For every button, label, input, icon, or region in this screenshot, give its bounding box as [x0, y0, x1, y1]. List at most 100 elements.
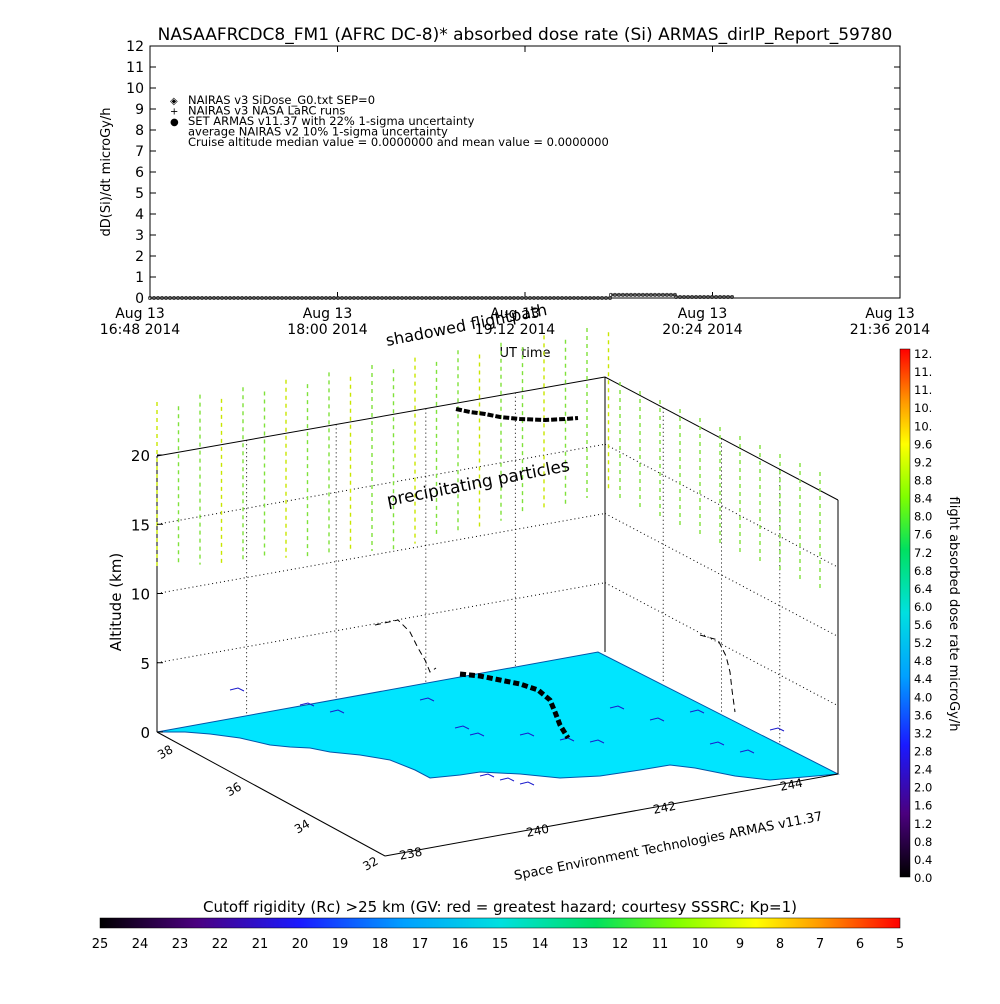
y-tick-label: 12	[126, 39, 144, 55]
data-point	[516, 296, 520, 300]
longitude-tick-label: 242	[652, 799, 677, 817]
y-tick-label: 3	[135, 228, 144, 244]
latitude-tick-label: 36	[224, 779, 244, 799]
longitude-tick-label: 238	[398, 845, 423, 863]
data-point	[686, 295, 690, 299]
dose-rate-tick-label: 7.2	[914, 546, 932, 560]
dose-rate-tick-label: 11.	[914, 383, 932, 397]
data-point	[272, 296, 276, 300]
longitude-tick-label: 240	[525, 822, 550, 840]
data-point	[408, 296, 412, 300]
data-point	[616, 292, 621, 297]
chart-title: NASAAFRCDC8_FM1 (AFRC DC-8)* absorbed do…	[158, 25, 893, 45]
dose-rate-tick-label: 3.2	[914, 726, 932, 740]
data-point	[212, 296, 216, 300]
data-point	[584, 296, 588, 300]
dose-rate-colorbar-ticks: 12. 11. 11. 10. 10. 9.6 9.2 8.8 8.4 8.0 7.6 7.2 6.8 6…	[914, 347, 932, 885]
x-tick-label-date: Aug 13	[115, 306, 165, 322]
data-point	[376, 296, 380, 300]
longitude-ticks: 238 240 242 244	[398, 776, 804, 863]
data-point	[280, 296, 284, 300]
cutoff-rigidity-label: Cutoff rigidity (Rc) >25 km (GV: red = g…	[203, 898, 797, 916]
data-point	[672, 292, 677, 297]
data-point	[476, 296, 480, 300]
contour-mark	[479, 773, 495, 778]
dose-rate-tick-label: 6.4	[914, 582, 932, 596]
data-point	[372, 296, 376, 300]
dose-rate-tick-label: 1.6	[914, 799, 932, 813]
grid-line	[156, 443, 606, 525]
latitude-tick-label: 32	[360, 854, 380, 874]
data-point	[400, 296, 404, 300]
data-point	[244, 296, 248, 300]
data-point	[336, 296, 340, 300]
data-point	[328, 296, 332, 300]
data-point	[348, 296, 352, 300]
legend-entry: NAIRAS v3 NASA LaRC runs	[188, 104, 345, 118]
data-point	[660, 292, 665, 297]
data-point	[208, 296, 212, 300]
data-point	[492, 296, 496, 300]
data-point	[520, 296, 524, 300]
data-point	[508, 296, 512, 300]
data-point	[710, 295, 714, 299]
data-point	[576, 296, 580, 300]
x-tick-label-time: 18:00 2014	[287, 322, 368, 338]
legend-entry: SET ARMAS v11.37 with 22% 1-sigma uncert…	[188, 114, 475, 128]
data-point	[682, 295, 686, 299]
data-point	[352, 296, 356, 300]
contour-mark	[519, 732, 535, 737]
data-point	[416, 296, 420, 300]
base-frame	[156, 376, 839, 857]
data-point	[690, 295, 694, 299]
y-tick-label: 7	[135, 144, 144, 160]
data-point	[424, 296, 428, 300]
dose-rate-tick-label: 0.0	[914, 871, 932, 885]
data-point	[652, 292, 657, 297]
data-point	[600, 296, 604, 300]
data-point	[560, 296, 564, 300]
data-point	[722, 295, 726, 299]
altitude-tick-label: 5	[140, 655, 150, 673]
cutoff-rigidity-tick-label: 24	[132, 937, 149, 952]
data-point	[256, 296, 260, 300]
data-point	[216, 296, 220, 300]
dose-rate-tick-label: 11.	[914, 365, 932, 379]
data-point	[674, 295, 678, 299]
legend-entry: average NAIRAS v2 10% 1-sigma uncertaint…	[188, 125, 448, 139]
data-point	[388, 296, 392, 300]
dose-rate-tick-label: 2.4	[914, 763, 932, 777]
data-point	[624, 292, 629, 297]
data-point	[448, 296, 452, 300]
ground-contours	[229, 687, 785, 786]
dose-rate-tick-label: 3.6	[914, 708, 932, 722]
dose-rate-colorbar: 12. 11. 11. 10. 10. 9.6 9.2 8.8 8.4 8.0 7.6 7.2 6.8 6…	[899, 347, 961, 885]
data-point	[284, 296, 288, 300]
flight-3d-panel: 0 5 10 15 20 Altitude (km) 38 36 34 32 238 240 24…	[107, 300, 840, 884]
cutoff-rigidity-tick-label: 23	[172, 937, 189, 952]
data-point	[532, 296, 536, 300]
altitude-tick-label: 15	[131, 516, 150, 534]
shadowed-flightpath-left	[374, 619, 437, 673]
data-point	[464, 296, 468, 300]
x-tick-label-date: Aug 13	[865, 306, 915, 322]
legend-symbol: +	[170, 107, 178, 118]
data-point	[240, 296, 244, 300]
data-point	[276, 296, 280, 300]
dose-rate-colorbar-gradient	[899, 348, 911, 878]
dose-rate-tick-label: 8.0	[914, 510, 932, 524]
dose-rate-tick-label: 10.	[914, 419, 932, 433]
dose-rate-tick-label: 9.2	[914, 455, 932, 469]
data-point	[592, 296, 596, 300]
contour-mark	[469, 732, 485, 737]
data-point	[702, 295, 706, 299]
altitude-tick-label: 20	[131, 447, 150, 465]
cutoff-rigidity-tick-label: 11	[652, 937, 669, 952]
cutoff-rigidity-colorbar: Cutoff rigidity (Rc) >25 km (GV: red = g…	[92, 898, 904, 952]
data-point	[436, 296, 440, 300]
data-point	[184, 296, 188, 300]
x-tick-label-time: 16:48 2014	[100, 322, 181, 338]
dose-rate-tick-label: 9.6	[914, 437, 932, 451]
